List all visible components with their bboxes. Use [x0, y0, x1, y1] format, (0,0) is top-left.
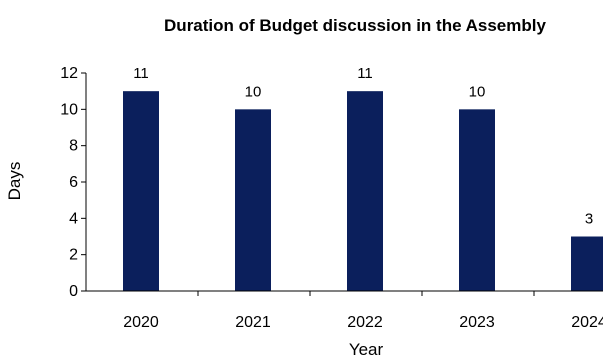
x-tick-label: 2022 — [347, 314, 383, 331]
x-axis-ticks: 2020 2021 2022 2023 2024 — [123, 291, 603, 331]
y-tick-label: 12 — [60, 65, 78, 82]
data-label: 11 — [357, 65, 373, 82]
bar — [235, 109, 271, 291]
y-tick-label: 6 — [69, 174, 78, 191]
x-tick-label: 2023 — [459, 314, 495, 331]
bar — [123, 91, 159, 292]
y-tick-label: 8 — [69, 138, 78, 155]
y-tick-label: 2 — [69, 247, 78, 264]
y-tick-label: 4 — [69, 210, 78, 227]
data-label: 11 — [133, 65, 149, 82]
y-tick-label: 0 — [69, 283, 78, 300]
y-axis-title: Days — [5, 162, 24, 201]
data-labels-layer: 11 10 11 10 3 — [133, 65, 593, 227]
y-tick-label: 10 — [60, 101, 78, 118]
bar — [571, 236, 603, 291]
chart-title: Duration of Budget discussion in the Ass… — [164, 16, 546, 35]
data-label: 10 — [469, 83, 486, 100]
y-axis-ticks: 0 2 4 6 8 10 12 — [60, 65, 86, 300]
data-label: 10 — [245, 83, 262, 100]
x-tick-label: 2024 — [571, 314, 603, 331]
data-label: 3 — [585, 211, 593, 228]
bar — [459, 109, 495, 291]
bar — [347, 91, 383, 292]
x-axis-title: Year — [349, 340, 384, 359]
x-tick-label: 2020 — [123, 314, 159, 331]
bars-layer — [123, 91, 603, 292]
x-tick-label: 2021 — [235, 314, 271, 331]
